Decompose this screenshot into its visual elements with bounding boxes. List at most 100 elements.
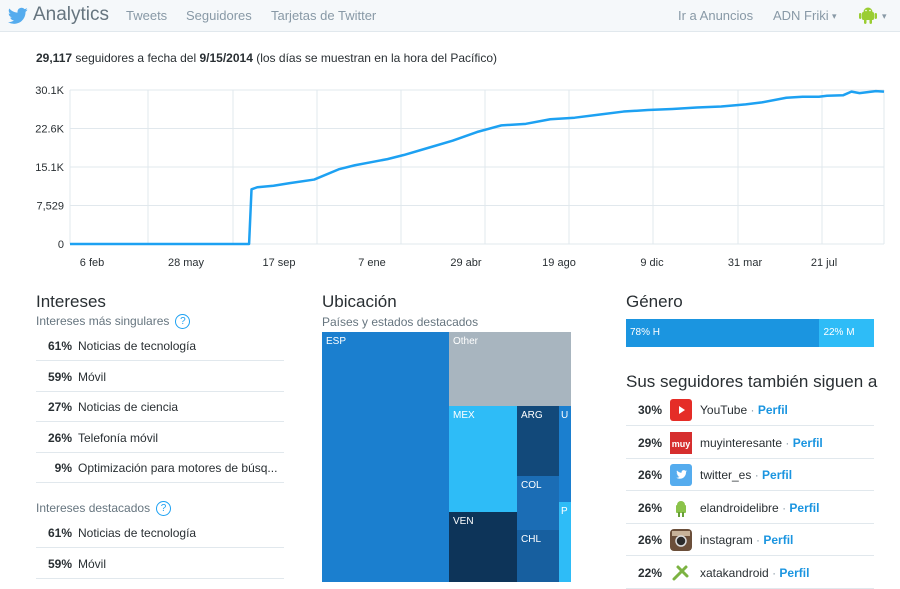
separator-dot: · — [785, 435, 790, 450]
treemap-cell-u[interactable]: U — [559, 406, 571, 502]
android-avatar-icon[interactable] — [858, 7, 878, 25]
followers-count: 29,117 — [36, 51, 73, 65]
help-icon[interactable]: ? — [175, 314, 191, 329]
x-tick-label: 17 sep — [262, 257, 295, 269]
y-tick-label: 30.1K — [35, 85, 64, 97]
follow-name[interactable]: YouTube — [700, 403, 748, 417]
interest-row: 59% Móvil — [36, 549, 284, 579]
x-tick-label: 28 may — [168, 257, 205, 269]
top-interests-title: Intereses destacados? — [36, 501, 172, 516]
follow-percent: 26% — [637, 468, 662, 483]
followers-pre: seguidores a fecha del — [75, 51, 197, 65]
interest-row: 59% Móvil — [36, 362, 284, 392]
interests-title: Intereses — [36, 292, 106, 311]
youtube-icon[interactable] — [670, 399, 692, 421]
follow-name[interactable]: elandroidelibre — [700, 500, 779, 515]
interest-row: 61% Noticias de tecnología — [36, 518, 284, 548]
twitter-icon[interactable] — [670, 464, 692, 487]
x-tick-label: 21 jul — [811, 257, 837, 269]
treemap-cell-mex[interactable]: MEX — [449, 406, 517, 512]
chevron-down-icon: ▾ — [832, 11, 837, 21]
follow-row: 26% twitter_es · Perfil — [626, 459, 874, 492]
treemap-cell-chl[interactable]: CHL — [517, 530, 559, 582]
gender-bar-female[interactable]: 22% M — [819, 319, 874, 347]
profile-link[interactable]: Perfil — [789, 500, 820, 515]
interest-row: 9% Optimización para motores de búsq... — [36, 453, 284, 483]
profile-link[interactable]: Perfil — [779, 566, 810, 580]
follow-row: 26% elandroidelibre · Perfil — [626, 492, 874, 524]
location-subtitle: Países y estados destacados — [322, 315, 479, 329]
follow-name[interactable]: xatakandroid — [700, 566, 769, 580]
interest-percent: 59% — [47, 556, 72, 571]
interest-row: 27% Noticias de ciencia — [36, 392, 284, 422]
interest-percent: 61% — [47, 339, 72, 353]
treemap-cell-other[interactable]: Other — [449, 332, 571, 406]
brand-title[interactable]: Analytics — [33, 4, 110, 25]
also-follow-title: Sus seguidores también siguen a — [626, 372, 878, 391]
separator-dot: · — [754, 468, 759, 483]
nav-link-followers[interactable]: Seguidores — [186, 8, 252, 23]
interest-label: Noticias de tecnología — [78, 339, 197, 353]
follow-percent: 22% — [637, 566, 662, 580]
profile-link[interactable]: Perfil — [792, 435, 823, 450]
follow-row: 29% muy muyinteresante · Perfil — [626, 427, 874, 459]
x-tick-label: 6 feb — [80, 257, 104, 269]
profile-link[interactable]: Perfil — [762, 468, 793, 483]
twitter-bird-icon[interactable] — [8, 7, 28, 25]
follow-percent: 26% — [637, 500, 662, 515]
interest-label: Móvil — [78, 556, 107, 571]
y-tick-label: 22.6K — [35, 124, 64, 136]
follow-row: 22% xatakandroid · Perfil — [626, 557, 874, 589]
treemap-cell-col[interactable]: COL — [517, 476, 559, 530]
unique-interests-label: Intereses más singulares — [36, 314, 170, 328]
followers-chart[interactable]: 30.1K 22.6K 15.1K 7,529 0 6 feb 28 may 17 sep 7 … — [0, 78, 900, 273]
interest-percent: 59% — [47, 369, 72, 384]
top-interests-label: Intereses destacados — [36, 501, 151, 515]
followers-date: 9/15/2014 — [199, 51, 253, 65]
top-nav: Analytics Tweets Seguidores Tarjetas de … — [0, 0, 900, 32]
muyinteresante-icon[interactable]: muy — [670, 431, 692, 454]
treemap-cell-esp[interactable]: ESP — [322, 332, 449, 582]
help-icon[interactable]: ? — [156, 501, 172, 516]
interest-row: 26% Telefonía móvil — [36, 423, 284, 453]
nav-link-ads[interactable]: Ir a Anuncios — [678, 8, 754, 23]
treemap-cell-arg[interactable]: ARG — [517, 406, 559, 476]
y-tick-label: 7,529 — [36, 201, 64, 213]
x-tick-label: 7 ene — [358, 257, 386, 269]
svg-text:muy: muy — [672, 439, 691, 449]
unique-interests-title: Intereses más singulares? — [36, 314, 191, 329]
follow-percent: 30% — [637, 403, 662, 417]
x-tick-label: 9 dic — [640, 257, 664, 269]
treemap-cell-ven[interactable]: VEN — [449, 512, 517, 582]
interest-label: Telefonía móvil — [78, 430, 159, 445]
location-title: Ubicación — [322, 292, 397, 311]
xatakandroid-icon[interactable] — [670, 562, 692, 584]
gender-title: Género — [626, 292, 683, 311]
y-tick-label: 15.1K — [35, 162, 64, 174]
followers-post: (los días se muestran en la hora del Pac… — [256, 51, 498, 65]
follow-percent: 26% — [637, 533, 662, 548]
interest-label: Noticias de ciencia — [78, 400, 179, 414]
x-tick-label: 29 abr — [450, 257, 482, 269]
interest-percent: 26% — [47, 430, 72, 445]
follow-name[interactable]: muyinteresante — [700, 435, 783, 450]
gender-bar-male[interactable]: 78% H — [626, 319, 820, 347]
followers-summary: 29,117 seguidores a fecha del 9/15/2014 … — [36, 51, 497, 65]
nav-link-tweets[interactable]: Tweets — [126, 8, 168, 23]
nav-link-cards[interactable]: Tarjetas de Twitter — [271, 8, 377, 23]
separator-dot: · — [756, 533, 761, 548]
x-tick-label: 31 mar — [728, 257, 763, 269]
separator-dot: · — [772, 566, 777, 580]
instagram-icon[interactable] — [670, 529, 692, 552]
follow-name[interactable]: instagram — [700, 533, 753, 548]
profile-link[interactable]: Perfil — [763, 533, 794, 548]
follow-name[interactable]: twitter_es — [700, 468, 752, 483]
follow-row: 30% YouTube · Perfil — [626, 394, 874, 426]
account-menu[interactable]: ADN Friki — [773, 8, 829, 23]
elandroidelibre-icon[interactable] — [670, 496, 692, 519]
interest-label: Noticias de tecnología — [78, 526, 197, 540]
treemap-cell-p[interactable]: P — [559, 502, 571, 582]
series-line-seguidores — [70, 89, 885, 246]
interest-row: 61% Noticias de tecnología — [36, 331, 284, 361]
profile-link[interactable]: Perfil — [757, 403, 788, 417]
